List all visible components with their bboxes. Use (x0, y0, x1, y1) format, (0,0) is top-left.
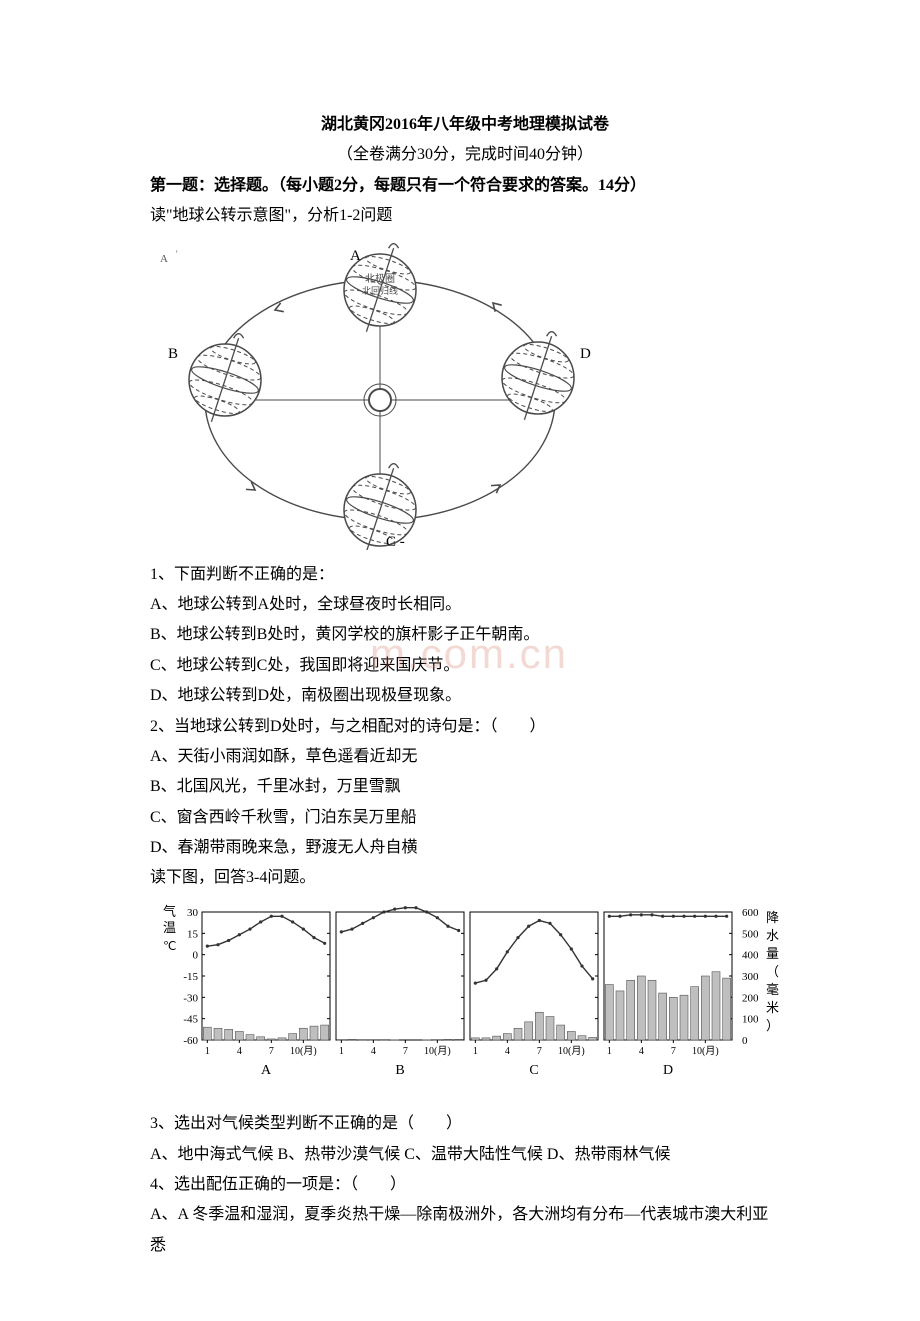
q2-opt-d: D、春潮带雨晚来急，野渡无人舟自横 (150, 833, 780, 863)
svg-text:0: 0 (742, 1035, 748, 1047)
svg-text:C -: C - (386, 534, 405, 550)
svg-text:7: 7 (537, 1046, 542, 1057)
svg-text:-45: -45 (183, 1014, 198, 1026)
svg-text:4: 4 (371, 1046, 376, 1057)
svg-text:300: 300 (742, 971, 759, 983)
svg-text:400: 400 (742, 950, 759, 962)
svg-text:1: 1 (607, 1046, 612, 1057)
svg-text:10(月): 10(月) (558, 1045, 585, 1057)
svg-text:温: 温 (163, 920, 176, 935)
doc-subtitle: （全卷满分30分，完成时间40分钟） (150, 140, 780, 170)
svg-text:4: 4 (505, 1046, 510, 1057)
svg-text:7: 7 (403, 1046, 408, 1057)
svg-text:200: 200 (742, 992, 759, 1004)
svg-text:C: C (529, 1063, 538, 1078)
svg-text:10(月): 10(月) (424, 1045, 451, 1057)
doc-title: 湖北黄冈2016年八年级中考地理模拟试卷 (150, 110, 780, 140)
svg-text:A: A (350, 248, 361, 264)
q1-opt-b: B、地球公转到B处时，黄冈学校的旗杆影子正午朝南。 (150, 620, 780, 650)
svg-text:北极圈: 北极圈 (365, 272, 395, 285)
svg-text:7: 7 (671, 1046, 676, 1057)
svg-text:1: 1 (205, 1046, 210, 1057)
svg-text:1: 1 (473, 1046, 478, 1057)
orbit-diagram: 北极圈北回归线 A B C - D A ' (150, 240, 780, 550)
svg-text:水: 水 (766, 928, 779, 943)
svg-text:1: 1 (339, 1046, 344, 1057)
svg-text:D: D (580, 346, 591, 362)
q2-stem: 2、当地球公转到D处时，与之相配对的诗句是：（ ） (150, 712, 780, 742)
svg-text:10(月): 10(月) (692, 1045, 719, 1057)
svg-text:-60: -60 (183, 1035, 198, 1047)
q3-opts: A、地中海式气候 B、热带沙漠气候 C、温带大陆性气候 D、热带雨林气候 (150, 1140, 780, 1170)
q1-opt-c: C、地球公转到C处，我国即将迎来国庆节。 (150, 651, 780, 681)
svg-text:D: D (663, 1063, 673, 1078)
svg-text:米: 米 (766, 1000, 779, 1015)
q4-stem: 4、选出配伍正确的一项是：（ ） (150, 1170, 780, 1200)
svg-text:7: 7 (269, 1046, 274, 1057)
q1-stem: 1、下面判断不正确的是： (150, 560, 780, 590)
climate-chart: 气温 ℃ 30 15 0 -15 -30 -45 -60 降水量 （ 毫米 ） 600 500 400 300 2… (150, 900, 780, 1101)
q1-opt-d: D、地球公转到D处，南极圈出现极昼现象。 (150, 681, 780, 711)
svg-text:B: B (395, 1063, 404, 1078)
q2-opt-b: B、北国风光，千里冰封，万里雪飘 (150, 772, 780, 802)
svg-text:30: 30 (187, 907, 199, 919)
svg-text:北回归线: 北回归线 (362, 285, 398, 296)
svg-text:500: 500 (742, 928, 759, 940)
svg-text:-30: -30 (183, 992, 198, 1004)
svg-text:4: 4 (237, 1046, 242, 1057)
svg-text:A: A (261, 1063, 272, 1078)
svg-text:）: ） (766, 1018, 779, 1033)
svg-text:毫: 毫 (766, 982, 779, 997)
svg-text:0: 0 (193, 950, 199, 962)
q2-opt-a: A、天街小雨润如酥，草色遥看近却无 (150, 742, 780, 772)
svg-text:B: B (168, 346, 178, 362)
section1-header: 第一题：选择题。（每小题2分，每题只有一个符合要求的答案。14分） (150, 171, 780, 201)
svg-text:': ' (176, 249, 178, 259)
intro-1: 读"地球公转示意图"，分析1-2问题 (150, 201, 780, 231)
svg-text:（: （ (766, 964, 779, 979)
q3-stem: 3、选出对气候类型判断不正确的是（ ） (150, 1109, 780, 1139)
svg-text:600: 600 (742, 907, 759, 919)
svg-text:10(月): 10(月) (290, 1045, 317, 1057)
svg-text:100: 100 (742, 1014, 759, 1026)
svg-text:4: 4 (639, 1046, 644, 1057)
q4-opt-a: A、A 冬季温和湿润，夏季炎热干燥—除南极洲外，各大洲均有分布—代表城市澳大利亚… (150, 1200, 780, 1261)
svg-text:气: 气 (163, 904, 176, 919)
intro-2: 读下图，回答3-4问题。 (150, 863, 780, 893)
q1-opt-a: A、地球公转到A处时，全球昼夜时长相同。 (150, 590, 780, 620)
svg-text:15: 15 (187, 928, 199, 940)
q2-opt-c: C、窗含西岭千秋雪，门泊东吴万里船 (150, 803, 780, 833)
svg-text:-15: -15 (183, 971, 198, 983)
svg-text:降: 降 (766, 910, 779, 925)
svg-text:℃: ℃ (163, 939, 176, 953)
svg-text:量: 量 (766, 946, 779, 961)
svg-text:A: A (160, 253, 168, 265)
